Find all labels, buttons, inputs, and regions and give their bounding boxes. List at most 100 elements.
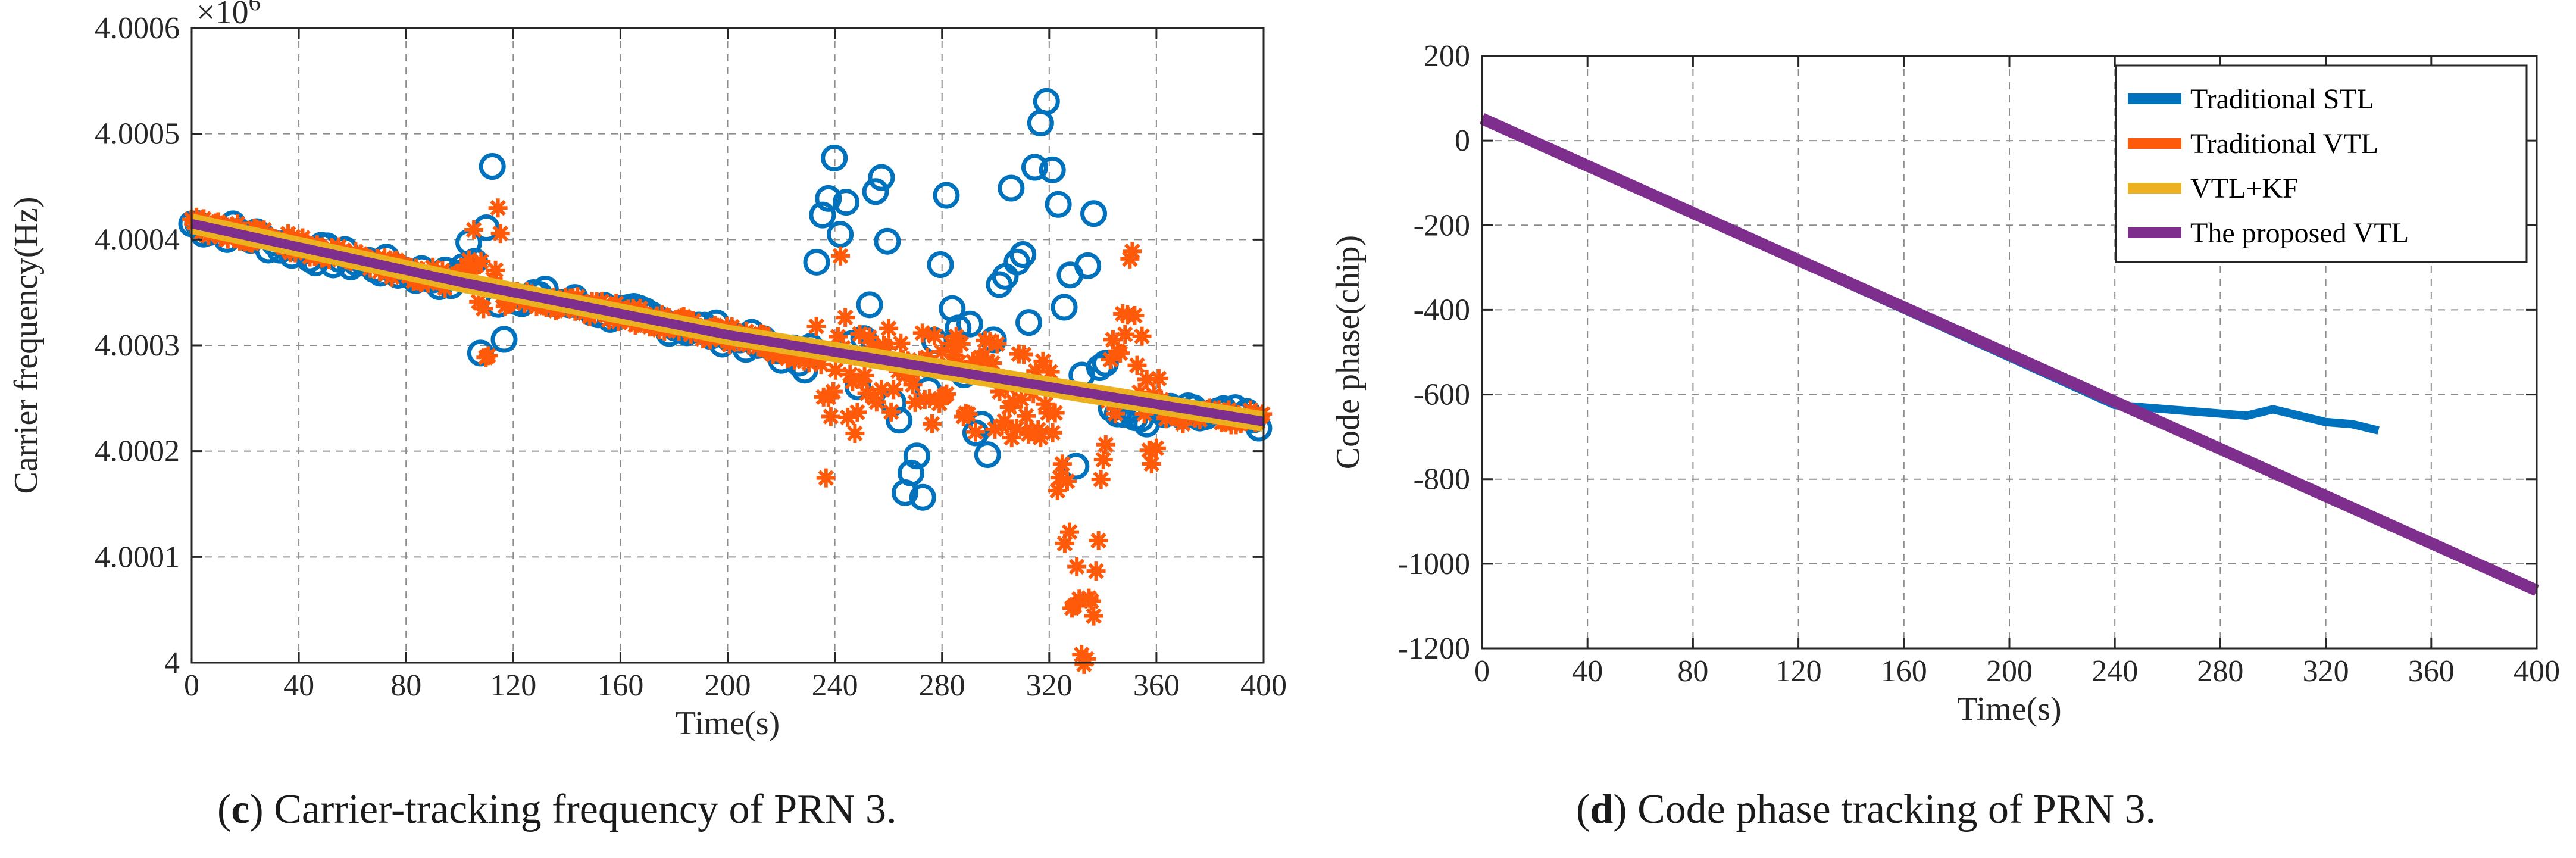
data-point	[1070, 589, 1089, 609]
data-point	[891, 333, 911, 353]
panel-c-y-axis-label: Carrier frequency(Hz)	[8, 196, 45, 494]
data-point	[1004, 392, 1024, 411]
data-point	[1039, 156, 1066, 183]
data-point	[857, 383, 877, 403]
data-point	[1096, 435, 1115, 454]
data-point	[1127, 355, 1147, 375]
legend-entry-label: Traditional VTL	[2190, 128, 2378, 160]
x-tick-label: 200	[705, 669, 751, 703]
data-point	[968, 410, 995, 438]
data-point	[1149, 369, 1168, 388]
data-point	[958, 404, 978, 424]
data-point	[868, 164, 895, 191]
data-point	[987, 334, 1007, 354]
data-point	[871, 380, 891, 400]
data-point	[937, 384, 956, 404]
panel-c-exponent-power: 6	[249, 0, 261, 15]
data-point	[490, 224, 510, 244]
data-point	[1125, 306, 1145, 326]
panel-c-carrier-frequency: 0 40 80 120 160 200 240 280 320 360 400 4 4.0001 4.00…	[8, 0, 1287, 742]
data-point	[930, 394, 949, 413]
data-point	[1091, 470, 1111, 489]
data-point	[985, 419, 1005, 439]
data-point	[886, 407, 913, 434]
data-point	[1017, 406, 1036, 426]
data-point	[1089, 531, 1108, 550]
data-point	[867, 392, 886, 412]
panel-c-series	[178, 88, 1273, 674]
data-point	[1074, 252, 1102, 279]
x-tick-label: 0	[184, 669, 199, 703]
x-tick-label: 120	[490, 669, 536, 703]
y-tick-label: 4	[164, 646, 180, 680]
x-tick-label: 360	[1133, 669, 1180, 703]
panel-d-caption: (d) Code phase tracking of PRN 3.	[1576, 786, 2156, 834]
x-tick-label: 40	[1572, 654, 1603, 688]
y-tick-label: -1000	[1398, 547, 1470, 581]
y-tick-label: 200	[1424, 39, 1470, 73]
data-point	[1123, 242, 1142, 261]
data-point	[855, 366, 874, 385]
x-tick-label: 400	[2514, 654, 2560, 688]
x-tick-label: 0	[1474, 654, 1490, 688]
data-point	[840, 364, 860, 384]
y-tick-label: -600	[1414, 378, 1470, 412]
data-point	[1074, 654, 1094, 674]
data-point	[1106, 404, 1126, 423]
data-point	[965, 422, 985, 442]
x-tick-label: 240	[812, 669, 858, 703]
panel-d-caption-letter: d	[1590, 787, 1614, 832]
data-point	[848, 403, 867, 422]
data-point	[884, 380, 904, 400]
y-tick-label: 4.0001	[95, 540, 180, 574]
y-tick-label: -400	[1414, 293, 1470, 327]
data-point	[877, 338, 896, 358]
data-point	[490, 326, 518, 353]
data-point	[932, 342, 952, 361]
panel-d-y-axis-label: Code phase(chip)	[1330, 235, 1367, 469]
panel-c-ticks: 0 40 80 120 160 200 240 280 320 360 400 4 4.0001 4.00…	[95, 11, 1287, 703]
panel-c-caption-letter: c	[231, 787, 250, 832]
data-point	[1060, 522, 1080, 542]
panel-c-caption-text: Carrier-tracking frequency of PRN 3.	[274, 787, 897, 832]
data-point	[1142, 454, 1161, 474]
data-point	[831, 246, 851, 266]
data-point	[823, 382, 843, 401]
x-tick-label: 200	[1986, 654, 2033, 688]
data-point	[1009, 241, 1037, 269]
x-tick-label: 280	[2197, 654, 2243, 688]
data-point	[1036, 394, 1055, 414]
data-point	[903, 442, 930, 470]
data-point	[1033, 88, 1060, 115]
legend-entry-label: Traditional STL	[2190, 83, 2374, 115]
data-point	[1028, 420, 1048, 439]
data-point	[829, 327, 848, 347]
panel-d-code-phase: 0 40 80 120 160 200 240 280 320 360 400 -1200 -1000 -…	[1330, 39, 2560, 728]
data-point	[927, 251, 954, 279]
y-tick-label: 0	[1455, 124, 1470, 158]
data-point	[862, 178, 889, 205]
data-point	[925, 326, 945, 346]
data-point	[1027, 110, 1054, 137]
x-tick-label: 80	[1677, 654, 1708, 688]
data-point	[1055, 533, 1074, 553]
data-point	[479, 153, 506, 180]
data-point	[909, 483, 936, 511]
data-point	[951, 334, 971, 354]
series-line	[190, 219, 1265, 426]
data-point	[1077, 649, 1096, 669]
data-point	[1081, 591, 1101, 611]
data-point	[1021, 422, 1041, 442]
data-point	[464, 220, 484, 239]
x-tick-label: 320	[1026, 669, 1073, 703]
data-point	[1031, 428, 1051, 447]
data-point	[815, 185, 842, 212]
data-point	[1011, 389, 1031, 409]
panel-d-ticks: 0 40 80 120 160 200 240 280 320 360 400 -1200 -1000 -…	[1398, 39, 2560, 688]
data-point	[850, 325, 870, 344]
data-point	[1120, 249, 1140, 269]
data-point	[1015, 309, 1043, 336]
data-point	[903, 375, 923, 395]
data-point	[777, 348, 797, 368]
